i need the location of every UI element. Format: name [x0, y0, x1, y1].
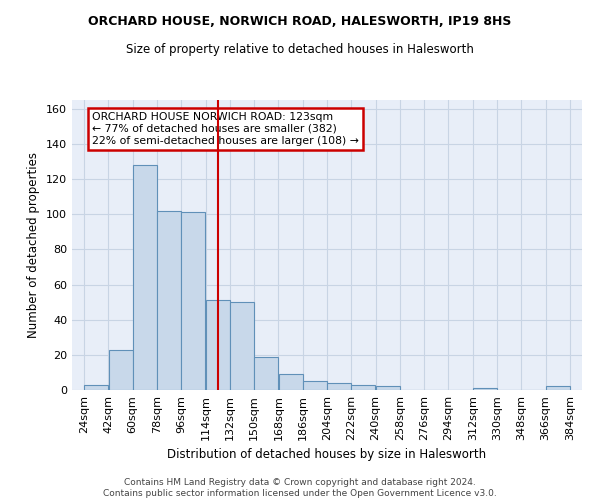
Bar [181, 212, 205, 390]
Bar [254, 356, 278, 390]
Bar [109, 350, 133, 390]
Text: ORCHARD HOUSE NORWICH ROAD: 123sqm
← 77% of detached houses are smaller (382)
22: ORCHARD HOUSE NORWICH ROAD: 123sqm ← 77%… [92, 112, 359, 146]
Bar [473, 388, 497, 390]
Bar [303, 381, 327, 390]
Bar [327, 383, 351, 390]
Text: Size of property relative to detached houses in Halesworth: Size of property relative to detached ho… [126, 42, 474, 56]
X-axis label: Distribution of detached houses by size in Halesworth: Distribution of detached houses by size … [167, 448, 487, 462]
Bar [157, 210, 181, 390]
Bar [278, 374, 302, 390]
Text: ORCHARD HOUSE, NORWICH ROAD, HALESWORTH, IP19 8HS: ORCHARD HOUSE, NORWICH ROAD, HALESWORTH,… [88, 15, 512, 28]
Bar [546, 386, 569, 390]
Bar [133, 165, 157, 390]
Bar [230, 302, 254, 390]
Bar [352, 384, 376, 390]
Y-axis label: Number of detached properties: Number of detached properties [28, 152, 40, 338]
Bar [85, 384, 108, 390]
Bar [206, 300, 230, 390]
Bar [376, 386, 400, 390]
Text: Contains HM Land Registry data © Crown copyright and database right 2024.
Contai: Contains HM Land Registry data © Crown c… [103, 478, 497, 498]
